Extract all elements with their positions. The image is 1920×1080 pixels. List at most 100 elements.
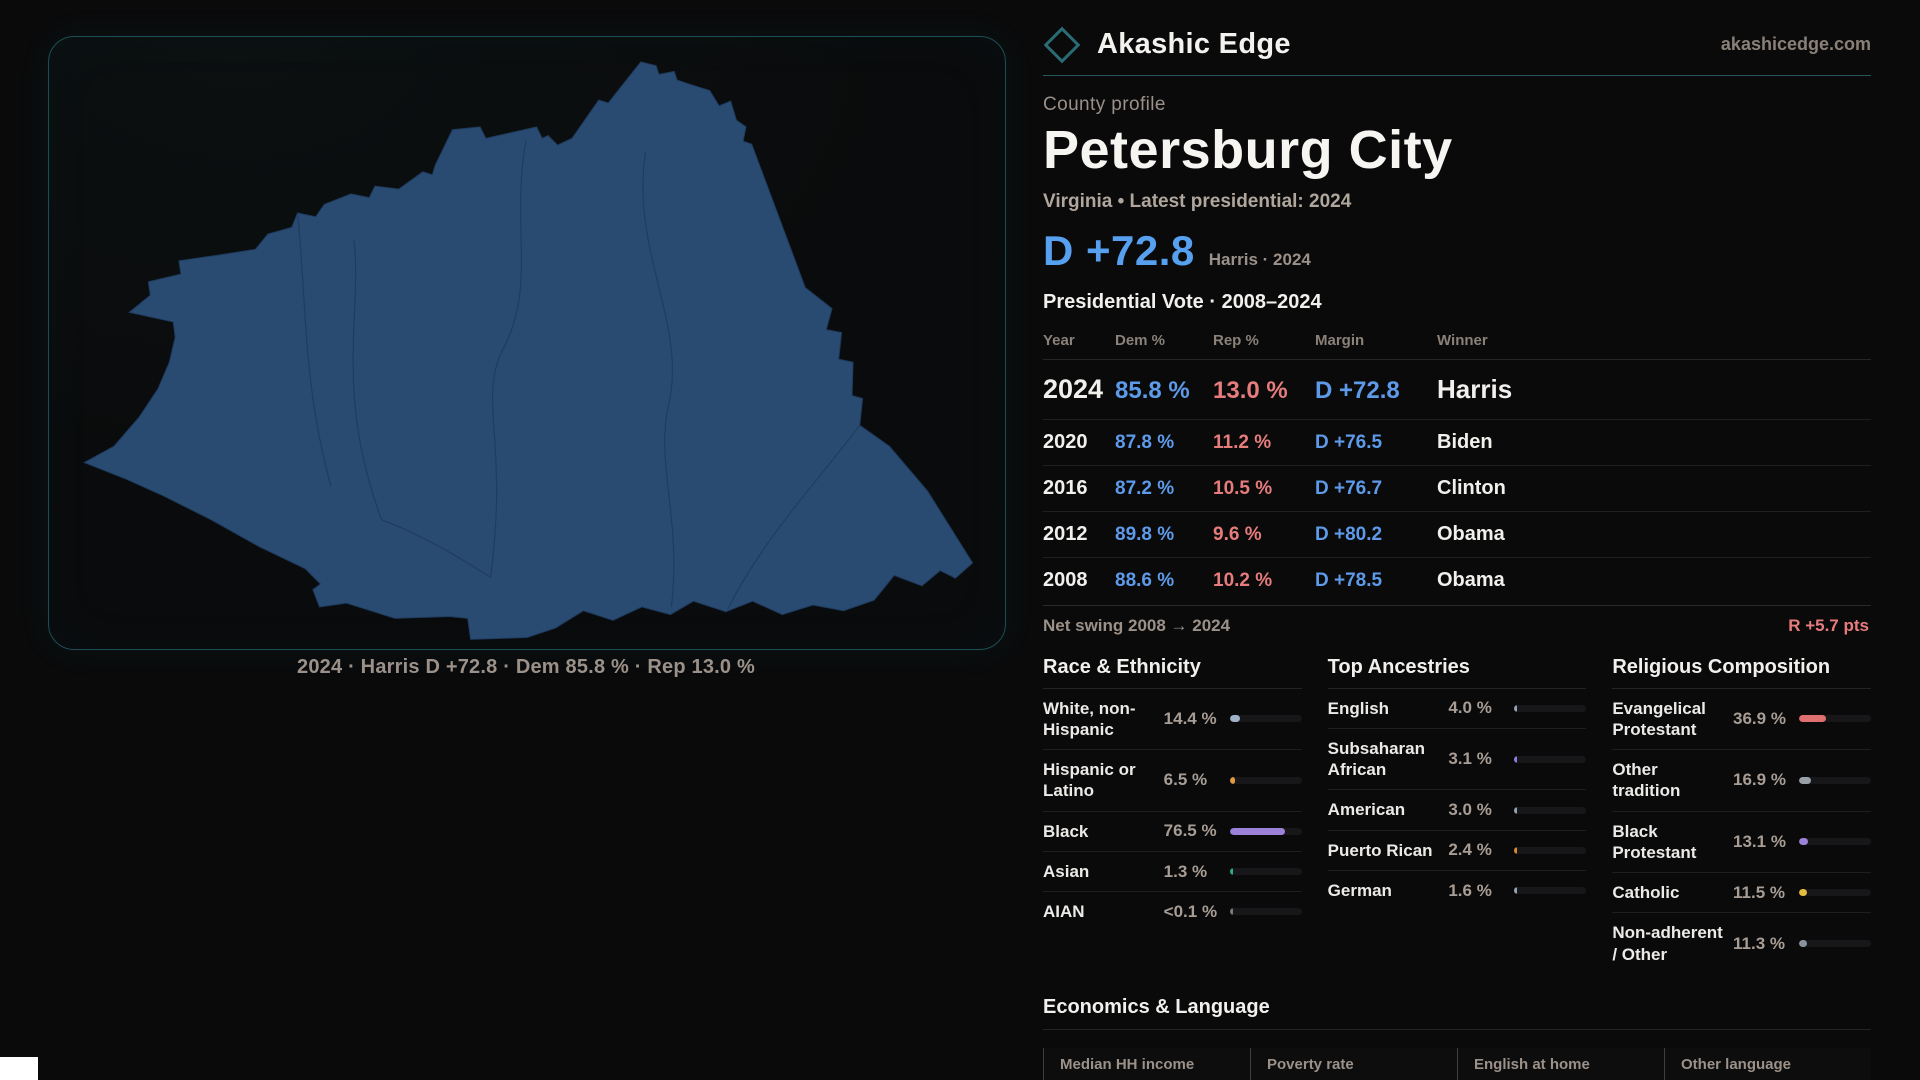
demo-row: American 3.0 % (1327, 790, 1587, 831)
brand-bar: Akashic Edge akashicedge.com (1043, 26, 1871, 76)
demo-row: Puerto Rican 2.4 % (1327, 831, 1587, 871)
vote-winner: Clinton (1437, 476, 1506, 499)
demo-column-ancestries: Top Ancestries English 4.0 % Subsaharan Afr… (1327, 656, 1587, 974)
demo-bar-fill (1229, 827, 1285, 835)
profile-panel: Akashic Edge akashicedge.com County prof… (1043, 26, 1872, 1080)
brand-domain-link[interactable]: akashicedge.com (1720, 34, 1871, 54)
demo-bar-track (1514, 704, 1587, 712)
demo-bar-track (1514, 887, 1587, 895)
demo-label: Puerto Rican (1327, 840, 1433, 860)
vote-rep-pct: 9.6 % (1213, 523, 1262, 545)
headline-margin-context: Harris · 2024 (1208, 249, 1311, 269)
demo-row: White, non-Hispanic 14.4 % (1043, 689, 1302, 751)
demo-row: Other tradition 16.9 % (1612, 750, 1872, 812)
vote-year: 2024 (1043, 373, 1104, 404)
demo-value: 3.0 % (1448, 800, 1492, 820)
vote-rep-pct: 10.5 % (1213, 477, 1273, 499)
stat-label: Poverty rate (1267, 1055, 1354, 1073)
demo-bar-fill (1799, 940, 1808, 948)
demo-label: Other tradition (1612, 760, 1681, 801)
demo-label: Evangelical Protestant (1612, 698, 1706, 739)
demo-value: 6.5 % (1163, 770, 1208, 790)
vote-col-header-0: Year (1043, 331, 1075, 349)
demo-title-religion: Religious Composition (1612, 656, 1872, 689)
vote-year: 2012 (1043, 522, 1088, 545)
demo-value: 16.9 % (1733, 770, 1786, 790)
demo-row: Evangelical Protestant 36.9 % (1612, 689, 1872, 751)
demo-bar-track (1799, 776, 1872, 784)
vote-margin: D +76.5 (1315, 431, 1383, 453)
vote-dem-pct: 87.8 % (1115, 431, 1175, 453)
demo-label: Catholic (1612, 883, 1680, 903)
vote-winner: Obama (1437, 522, 1505, 545)
demo-row: AIAN <0.1 % (1043, 892, 1302, 931)
kicker: County profile (1043, 94, 1166, 115)
demo-label: German (1327, 880, 1392, 900)
demo-label: Black (1043, 821, 1089, 841)
stat-cell-3: Other language8.1 % (1664, 1047, 1871, 1080)
demo-row: Subsaharan African 3.1 % (1327, 729, 1587, 791)
stat-cell-1: Poverty rate21.7 % (1250, 1047, 1457, 1080)
vote-col-header-4: Winner (1437, 331, 1488, 349)
demo-value: 1.6 % (1448, 880, 1492, 900)
page-title: Petersburg City (1043, 120, 1453, 180)
demo-bar-fill (1799, 889, 1808, 897)
bottom-left-artifact (0, 1057, 38, 1080)
vote-dem-pct: 88.6 % (1115, 569, 1175, 591)
diamond-logo-icon (1043, 26, 1081, 63)
vote-dem-pct: 85.8 % (1115, 376, 1190, 404)
demo-bar-fill (1514, 887, 1518, 895)
demo-bar-fill (1799, 715, 1827, 723)
demo-bar-track (1229, 868, 1302, 876)
demo-value: 1.3 % (1163, 861, 1208, 881)
vote-winner: Biden (1437, 430, 1493, 453)
net-swing-value: R +5.7 pts (1788, 615, 1869, 635)
stat-cell-0: Median HH income$50,698 (1043, 1047, 1250, 1080)
demo-title-ancestries: Top Ancestries (1327, 656, 1587, 689)
demo-row: Asian 1.3 % (1043, 852, 1302, 893)
demo-row: Non-adherent / Other 11.3 % (1612, 913, 1872, 974)
demo-bar-fill (1229, 776, 1235, 784)
precinct-boundaries (296, 140, 861, 610)
demo-row: Hispanic or Latino 6.5 % (1043, 750, 1302, 812)
vote-year: 2008 (1043, 568, 1088, 591)
demo-value: 14.4 % (1163, 708, 1217, 728)
demo-column-race: Race & Ethnicity White, non-Hispanic 14.4 … (1043, 656, 1302, 974)
vote-margin: D +72.8 (1315, 376, 1400, 404)
net-swing-row: Net swing 2008 → 2024 R +5.7 pts (1043, 604, 1871, 642)
county-map-card (48, 36, 1006, 650)
demo-value: <0.1 % (1163, 901, 1218, 921)
demo-bar-fill (1229, 908, 1233, 916)
demo-label: Subsaharan African (1327, 738, 1425, 780)
demo-row: English 4.0 % (1327, 689, 1587, 729)
vote-rep-pct: 13.0 % (1213, 376, 1288, 404)
vote-year: 2020 (1043, 430, 1088, 453)
demo-bar-track (1799, 940, 1872, 948)
demo-row: Black 76.5 % (1043, 812, 1302, 852)
vote-col-header-2: Rep % (1213, 331, 1259, 349)
headline-margin-row: D +72.8 Harris · 2024 (1043, 227, 1871, 275)
stat-label: Other language (1681, 1055, 1792, 1073)
demo-row: Black Protestant 13.1 % (1612, 812, 1872, 874)
demo-value: 76.5 % (1163, 821, 1217, 841)
demo-bar-track (1799, 889, 1872, 897)
vote-margin: D +80.2 (1315, 523, 1383, 545)
demo-value: 2.4 % (1448, 840, 1492, 860)
vote-margin: D +78.5 (1315, 569, 1383, 591)
vote-year: 2016 (1043, 476, 1088, 499)
vote-col-header-3: Margin (1315, 331, 1365, 349)
demo-bar-track (1229, 776, 1302, 784)
demo-label: Black Protestant (1612, 821, 1697, 862)
demo-label: English (1327, 698, 1390, 718)
subtitle: Virginia • Latest presidential: 2024 (1043, 190, 1352, 212)
vote-rep-pct: 11.2 % (1213, 431, 1272, 453)
demo-bar-fill (1514, 755, 1518, 763)
vote-dem-pct: 89.8 % (1115, 523, 1175, 545)
demo-bar-track (1229, 715, 1302, 723)
vote-row-2024: 2024 85.8 % 13.0 % D +72.8 Harris (1043, 360, 1871, 419)
demo-row: German 1.6 % (1328, 871, 1587, 910)
vote-winner: Obama (1437, 568, 1505, 591)
demo-value: 4.0 % (1448, 698, 1492, 718)
demo-bar-fill (1514, 846, 1518, 854)
demo-value: 3.1 % (1448, 749, 1492, 769)
